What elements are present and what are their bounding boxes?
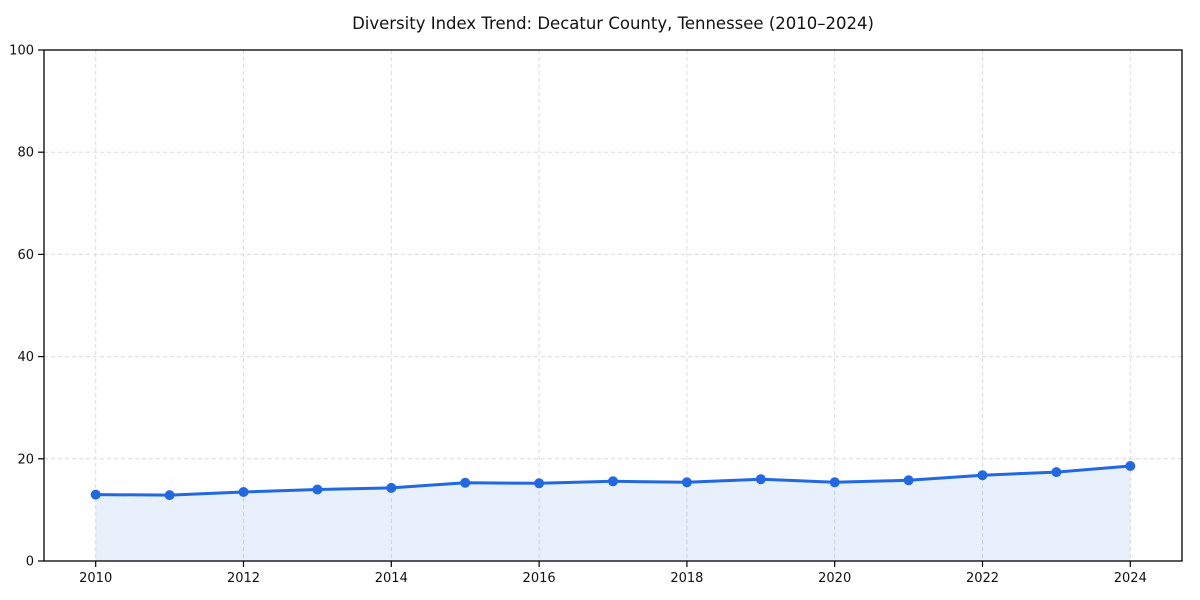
y-tick-label: 40 bbox=[17, 350, 34, 365]
data-point-2023 bbox=[1051, 467, 1062, 478]
data-point-2018 bbox=[681, 477, 692, 488]
data-point-2021 bbox=[903, 475, 914, 486]
axes-box bbox=[43, 49, 1183, 562]
data-point-2014 bbox=[386, 482, 397, 493]
x-tick-label: 2020 bbox=[818, 571, 851, 586]
data-point-2015 bbox=[460, 477, 471, 488]
y-tick-label: 20 bbox=[17, 452, 34, 467]
x-tick-label: 2014 bbox=[375, 571, 408, 586]
data-point-2020 bbox=[829, 477, 840, 488]
x-tick-label: 2012 bbox=[227, 571, 260, 586]
data-point-2010 bbox=[90, 489, 101, 500]
x-tick-label: 2024 bbox=[1114, 571, 1147, 586]
data-point-2011 bbox=[164, 490, 175, 501]
y-tick-label: 100 bbox=[9, 44, 34, 59]
data-point-2012 bbox=[238, 487, 249, 497]
data-point-2016 bbox=[534, 478, 545, 489]
plot-area: 0 20 40 60 80 100 2010 2012 2014 2016 2018 2020 2022… bbox=[9, 44, 1183, 586]
data-point-2022 bbox=[977, 470, 988, 481]
y-tick-label: 0 bbox=[26, 555, 34, 570]
x-tick-label: 2018 bbox=[670, 571, 703, 586]
x-tick-label: 2016 bbox=[523, 571, 556, 586]
data-point-2019 bbox=[755, 474, 766, 485]
y-tick-label: 60 bbox=[17, 248, 34, 263]
data-point-2013 bbox=[312, 484, 323, 495]
x-tick-label: 2022 bbox=[966, 571, 999, 586]
data-point-2017 bbox=[608, 476, 618, 487]
chart-title: Diversity Index Trend: Decatur County, T… bbox=[352, 14, 874, 33]
y-tick-label: 80 bbox=[17, 146, 34, 161]
data-point-2024 bbox=[1125, 461, 1136, 471]
x-tick-label: 2010 bbox=[79, 571, 112, 586]
